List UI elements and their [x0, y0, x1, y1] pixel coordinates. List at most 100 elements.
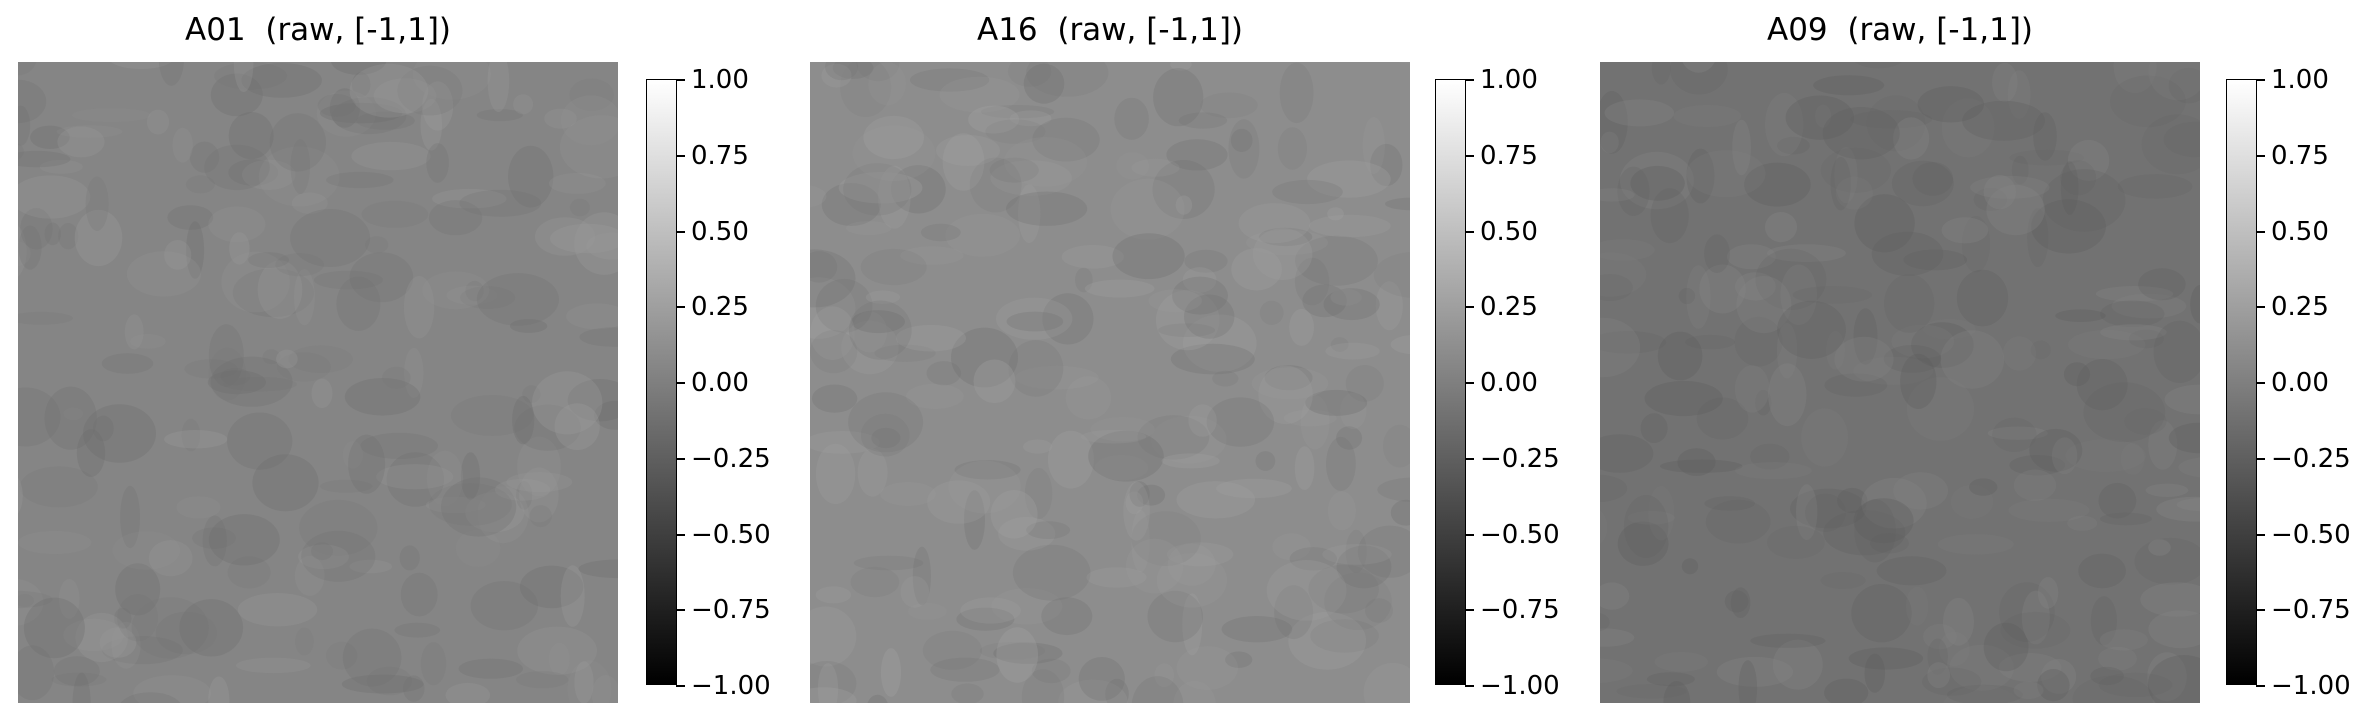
- heatmap-blob: [927, 480, 991, 524]
- heatmap-blob: [860, 248, 927, 286]
- heatmap-blob: [1962, 100, 2045, 141]
- heatmap-blob: [544, 108, 577, 129]
- heatmap-blob: [1383, 424, 1410, 468]
- colorbar: 1.00 0.75 0.50 0.25 0.00 −0.25 −0.50 −0.75 −1.00: [1435, 65, 1560, 701]
- heatmap-blob: [111, 621, 141, 669]
- heatmap-blob: [2027, 208, 2049, 268]
- heatmap-blob: [460, 286, 516, 309]
- heatmap-blob: [1058, 679, 1128, 703]
- heatmap-blob: [1178, 112, 1228, 129]
- heatmap-blob: [1663, 681, 1691, 703]
- heatmap-blob: [1279, 62, 1314, 124]
- tick-label: −1.00: [1480, 671, 1560, 701]
- heatmap-blob: [1716, 656, 1794, 687]
- heatmap-blob: [1183, 314, 1257, 372]
- heatmap-blob: [878, 165, 911, 229]
- heatmap-blob: [301, 530, 376, 582]
- heatmap-blob: [2145, 483, 2189, 497]
- heatmap-blob: [1999, 582, 2055, 642]
- panel-a01: A01 (raw, [-1,1]) 1.00 0.75 0.50 0.25 0.00 −0…: [0, 0, 793, 722]
- heatmap-blob: [1686, 265, 1711, 329]
- heatmap-blob: [1385, 197, 1410, 211]
- heatmap-blob: [1112, 233, 1185, 280]
- heatmap-blob: [936, 135, 1000, 166]
- heatmap-blob: [76, 429, 106, 477]
- heatmap-blob: [1114, 97, 1149, 140]
- heatmap-blob: [336, 276, 381, 331]
- heatmap-blob: [810, 185, 827, 208]
- colorbar: 1.00 0.75 0.50 0.25 0.00 −0.25 −0.50 −0.75 −1.00: [2226, 65, 2351, 701]
- heatmap-blob: [868, 62, 906, 106]
- heatmap-blob: [1182, 593, 1203, 656]
- heatmap-image: [1600, 62, 2200, 703]
- heatmap-blob: [2037, 577, 2059, 609]
- heatmap-blob: [1330, 289, 1362, 306]
- heatmap-blob: [1324, 572, 1392, 631]
- heatmap-blob: [2141, 114, 2200, 175]
- heatmap-blob: [517, 436, 561, 497]
- heatmap-blob: [487, 62, 510, 112]
- heatmap-blob: [514, 404, 581, 451]
- tick-label: −0.75: [2271, 595, 2351, 626]
- heatmap-blob: [158, 62, 184, 86]
- heatmap-blob: [425, 496, 486, 514]
- heatmap-blob: [1390, 335, 1410, 355]
- heatmap-blob: [1200, 92, 1258, 119]
- heatmap-blob: [2117, 174, 2193, 199]
- heatmap-blob: [176, 496, 221, 519]
- tick-label: 1.00: [2271, 65, 2329, 95]
- heatmap-blob: [1373, 252, 1410, 298]
- heatmap-blob: [1357, 525, 1410, 578]
- tick-mark: [2256, 609, 2265, 612]
- heatmap-blob: [349, 252, 414, 303]
- heatmap-blob: [131, 597, 209, 659]
- heatmap-blob: [1820, 147, 1891, 193]
- heatmap-blob: [1600, 317, 1641, 378]
- heatmap-blob: [1231, 248, 1282, 291]
- heatmap-blob: [1375, 281, 1403, 331]
- heatmap-blob: [39, 159, 83, 174]
- heatmap-blob: [2148, 539, 2171, 556]
- heatmap-blob: [1023, 63, 1065, 104]
- heatmap-blob: [920, 223, 961, 242]
- heatmap-blob: [319, 102, 403, 124]
- tick-label: 1.00: [691, 65, 749, 95]
- heatmap-blob: [299, 499, 378, 556]
- heatmap-blob: [1998, 653, 2062, 682]
- heatmap-blob: [2009, 149, 2084, 166]
- heatmap-blob: [2164, 384, 2200, 415]
- tick-mark: [676, 382, 685, 384]
- heatmap-blob: [1604, 99, 1675, 127]
- heatmap-blob: [2078, 553, 2126, 589]
- heatmap-blob: [1780, 264, 1817, 326]
- heatmap-blob: [1864, 653, 1886, 693]
- heatmap-blob: [1893, 117, 1930, 160]
- tick-label: −0.75: [1480, 595, 1560, 626]
- heatmap-blob: [852, 125, 936, 181]
- heatmap-blob: [1623, 495, 1669, 558]
- tick-label: −0.25: [691, 443, 771, 474]
- heatmap-blob: [1941, 98, 1995, 158]
- heatmap-blob: [133, 675, 212, 703]
- heatmap-blob: [1300, 395, 1330, 450]
- tick-mark: [676, 457, 685, 460]
- heatmap-blob: [810, 330, 858, 374]
- heatmap-blob: [2033, 112, 2057, 161]
- heatmap-blob: [23, 597, 85, 659]
- tick-mark: [1465, 382, 1474, 384]
- heatmap-blob: [900, 576, 930, 608]
- heatmap-blob: [20, 208, 53, 250]
- heatmap-blob: [2011, 155, 2029, 185]
- heatmap-blob: [1238, 203, 1311, 244]
- heatmap-blob: [233, 62, 254, 92]
- heatmap-blob: [459, 189, 542, 217]
- heatmap-blob: [1110, 178, 1185, 240]
- heatmap-blob: [857, 448, 888, 497]
- heatmap-blob: [1617, 521, 1669, 566]
- heatmap-blob: [1006, 191, 1088, 226]
- heatmap-blob: [18, 143, 24, 160]
- heatmap-blob: [1677, 448, 1716, 476]
- heatmap-blob: [1277, 127, 1307, 170]
- heatmap-blob: [2138, 268, 2186, 301]
- heatmap-blob: [1734, 365, 1770, 413]
